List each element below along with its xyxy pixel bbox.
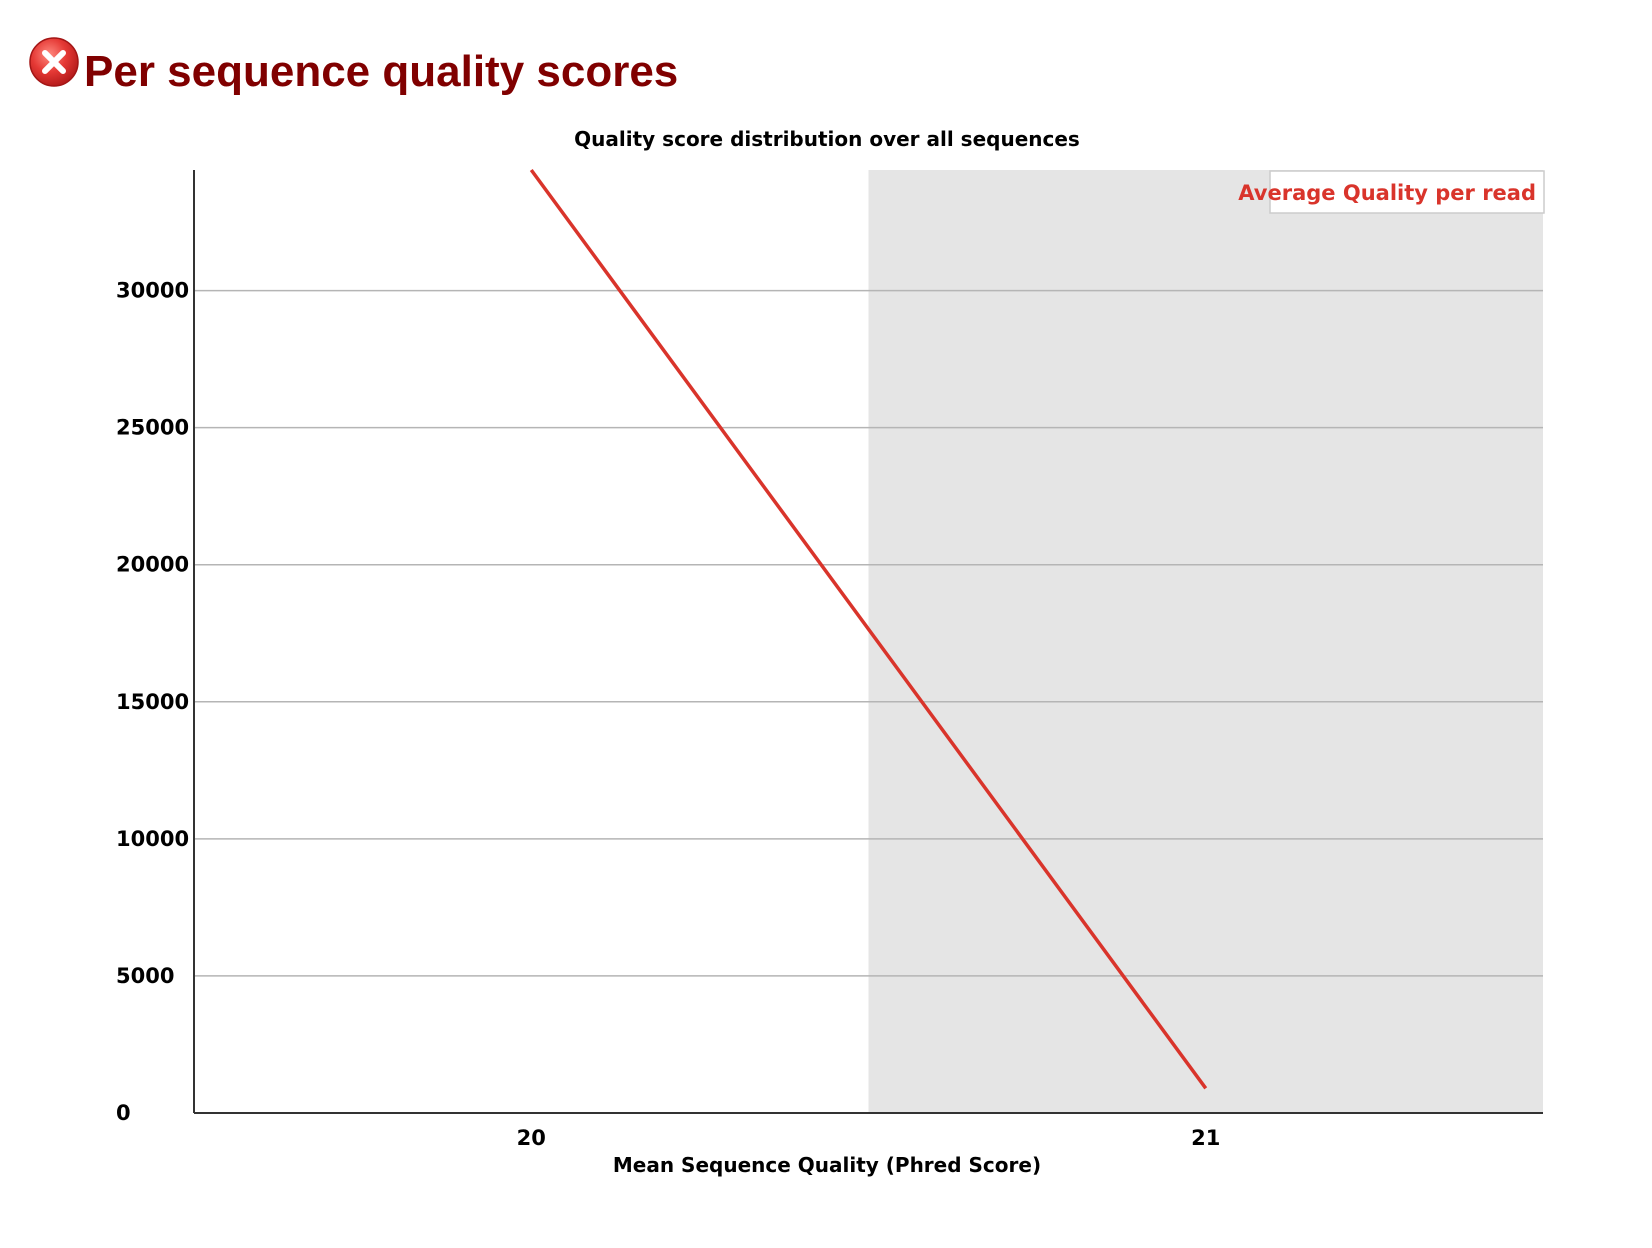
y-tick-label: 15000 bbox=[116, 690, 189, 714]
y-tick-label: 5000 bbox=[116, 964, 174, 988]
y-tick-label: 0 bbox=[116, 1101, 131, 1125]
page-title: Per sequence quality scores bbox=[84, 47, 679, 96]
y-tick-label: 30000 bbox=[116, 279, 189, 303]
y-tick-label: 25000 bbox=[116, 416, 189, 440]
x-tick-label: 20 bbox=[517, 1126, 546, 1150]
error-icon bbox=[29, 37, 79, 87]
section-header: Per sequence quality scores bbox=[28, 34, 678, 104]
y-tick-label: 10000 bbox=[116, 827, 189, 851]
legend-entry: Average Quality per read bbox=[1238, 181, 1536, 205]
x-axis-label: Mean Sequence Quality (Phred Score) bbox=[613, 1153, 1041, 1177]
legend-box bbox=[1269, 170, 1545, 214]
y-tick-label: 20000 bbox=[116, 553, 189, 577]
chart-title: Quality score distribution over all sequ… bbox=[574, 127, 1080, 151]
x-tick-label: 21 bbox=[1191, 1126, 1220, 1150]
series-line bbox=[529, 168, 1208, 1090]
shaded-region bbox=[868, 170, 1543, 1113]
